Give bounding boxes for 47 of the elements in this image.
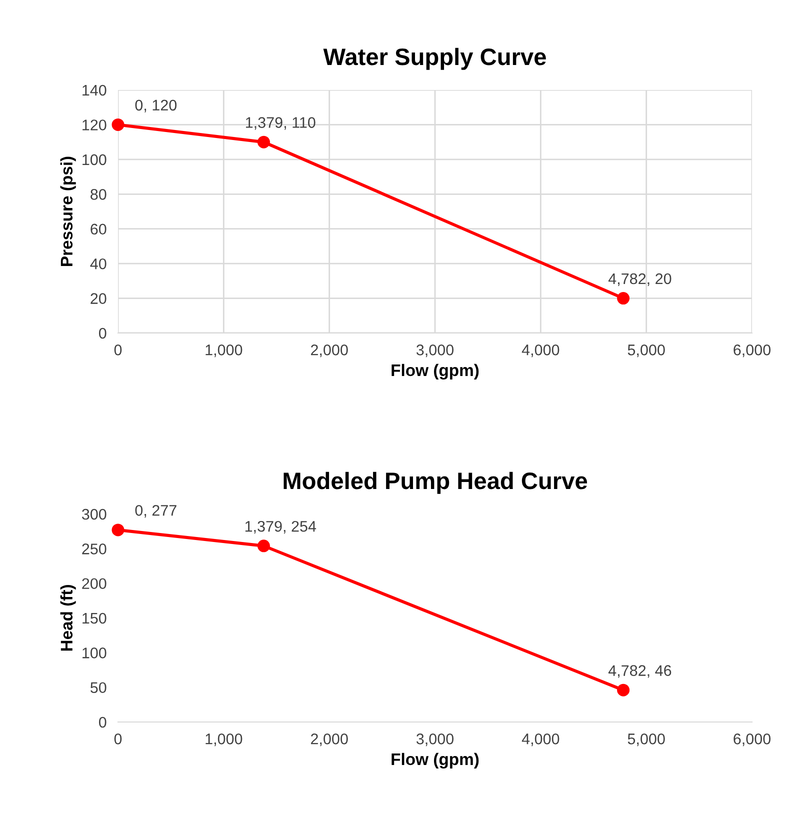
y-tick-label: 20 <box>90 293 106 304</box>
x-tick-label: 5,000 <box>628 344 665 358</box>
y-tick-label: 100 <box>82 154 106 166</box>
y-tick-label: 140 <box>82 84 106 96</box>
x-tick-label: 6,000 <box>734 734 771 746</box>
x-tick-label: 0 <box>114 344 122 356</box>
point <box>112 524 124 536</box>
x-tick-label: 2,000 <box>310 344 348 358</box>
x-tick-label: 2,000 <box>310 734 348 746</box>
point <box>112 118 124 131</box>
y-axis-title: Head (ft) <box>60 585 76 651</box>
point <box>617 684 630 696</box>
y-tick-label: 150 <box>82 612 106 624</box>
annotation: 0, 120 <box>135 100 177 112</box>
annotation: 4,782, 20 <box>608 273 672 286</box>
y-tick-label: 50 <box>90 682 106 694</box>
y-tick-label: 250 <box>82 544 106 554</box>
y-tick-label: 0 <box>98 328 106 339</box>
x-tick-label: 0 <box>114 734 122 744</box>
y-tick-label: 0 <box>98 716 106 728</box>
y-tick-label: 80 <box>90 189 106 200</box>
y-tick-label: 100 <box>82 648 106 658</box>
annotation: 4,782, 46 <box>608 665 672 678</box>
x-axis-title: Flow (gpm) <box>392 364 479 380</box>
chart-title: Water Supply Curve <box>323 48 546 70</box>
x-tick-label: 4,000 <box>522 734 560 746</box>
x-tick-label: 3,000 <box>416 344 454 358</box>
y-axis-title: Pressure (psi) <box>60 156 76 266</box>
x-tick-label: 5,000 <box>628 734 665 746</box>
x-tick-label: 1,000 <box>206 734 242 746</box>
y-tick-label: 300 <box>82 508 106 520</box>
annotation: 1,379, 110 <box>246 117 316 130</box>
annotation: 0, 277 <box>135 504 176 518</box>
x-tick-label: 3,000 <box>416 734 454 746</box>
chart-title: Modeled Pump Head Curve <box>284 472 588 494</box>
point <box>257 136 270 148</box>
y-tick-label: 40 <box>90 258 106 270</box>
x-tick-label: 4,000 <box>522 344 560 358</box>
x-axis-title: Flow (gpm) <box>392 752 479 769</box>
x-tick-label: 1,000 <box>206 344 242 358</box>
point <box>617 292 630 305</box>
x-tick-label: 6,000 <box>734 344 771 358</box>
y-tick-label: 120 <box>82 120 106 130</box>
annotation: 1,379, 254 <box>245 520 316 534</box>
point <box>257 540 270 552</box>
y-tick-label: 200 <box>82 578 106 590</box>
y-tick-label: 60 <box>90 224 106 235</box>
